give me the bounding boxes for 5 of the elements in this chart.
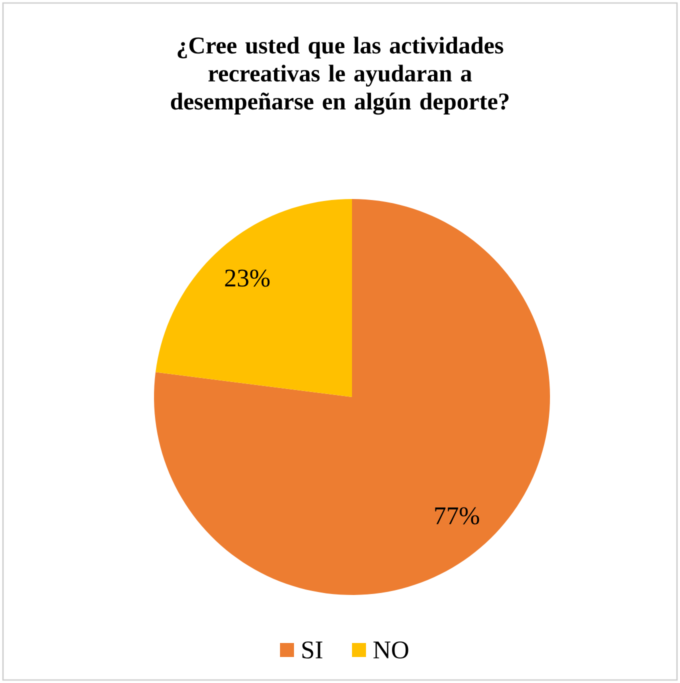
chart-title: ¿Cree usted que las actividades recreativas le ayudaran a desempeñarse en algún deporte? (170, 36, 509, 115)
data-label: 77% (435, 507, 480, 524)
legend-label: SI (302, 641, 322, 659)
data-label: 23% (225, 270, 270, 287)
legend-label: NO (373, 641, 408, 659)
